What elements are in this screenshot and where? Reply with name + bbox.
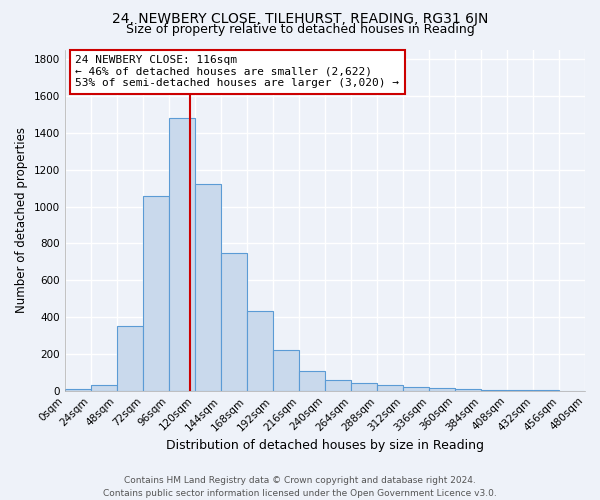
X-axis label: Distribution of detached houses by size in Reading: Distribution of detached houses by size … — [166, 440, 484, 452]
Bar — [507, 390, 533, 391]
Bar — [351, 382, 377, 391]
Bar — [247, 310, 273, 391]
Bar — [403, 387, 429, 391]
Y-axis label: Number of detached properties: Number of detached properties — [15, 128, 28, 314]
Bar — [195, 184, 221, 391]
Text: Size of property relative to detached houses in Reading: Size of property relative to detached ho… — [125, 22, 475, 36]
Bar — [221, 252, 247, 391]
Bar — [143, 196, 169, 391]
Bar — [429, 388, 455, 391]
Bar — [91, 386, 117, 391]
Bar — [299, 370, 325, 391]
Bar — [273, 350, 299, 391]
Text: 24, NEWBERY CLOSE, TILEHURST, READING, RG31 6JN: 24, NEWBERY CLOSE, TILEHURST, READING, R… — [112, 12, 488, 26]
Bar — [377, 386, 403, 391]
Bar — [481, 390, 507, 391]
Bar — [117, 326, 143, 391]
Bar — [169, 118, 195, 391]
Bar — [65, 389, 91, 391]
Bar — [455, 390, 481, 391]
Text: Contains HM Land Registry data © Crown copyright and database right 2024.
Contai: Contains HM Land Registry data © Crown c… — [103, 476, 497, 498]
Text: 24 NEWBERY CLOSE: 116sqm
← 46% of detached houses are smaller (2,622)
53% of sem: 24 NEWBERY CLOSE: 116sqm ← 46% of detach… — [75, 55, 399, 88]
Bar — [325, 380, 351, 391]
